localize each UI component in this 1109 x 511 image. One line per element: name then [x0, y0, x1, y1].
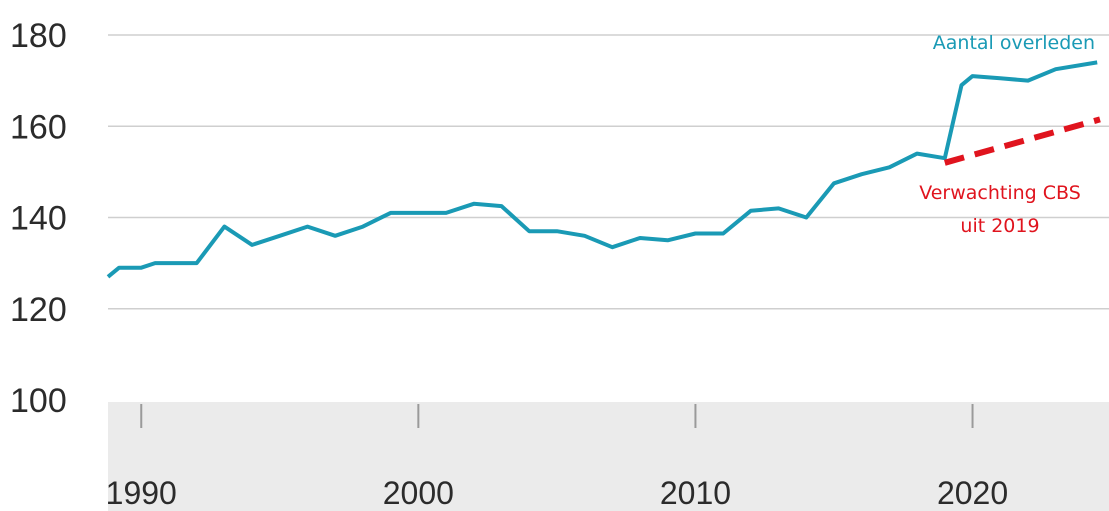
y-tick-label: 120 — [10, 291, 67, 329]
series-label-0: Aantal overleden — [933, 32, 1095, 54]
y-tick-label: 160 — [10, 108, 67, 146]
x-axis-band — [108, 402, 1109, 511]
x-tick-label: 2010 — [660, 475, 731, 511]
y-tick-label: 140 — [10, 200, 67, 238]
x-axis-labels: 1990 2000 2010 2020 — [106, 475, 1008, 511]
y-tick-label: 100 — [10, 382, 67, 420]
series-line-0 — [106, 60, 1098, 279]
series-label-1: Verwachting CBS — [919, 182, 1081, 204]
series-lines — [106, 60, 1101, 279]
x-tick-label: 1990 — [106, 475, 177, 511]
x-axis-ticks — [140, 404, 974, 428]
y-axis-labels: 100 120 140 160 180 — [10, 17, 67, 420]
y-tick-label: 180 — [10, 17, 67, 55]
gridlines — [108, 34, 1109, 310]
x-tick-label: 2000 — [383, 475, 454, 511]
series-label-1-line2: uit 2019 — [960, 215, 1039, 237]
series-labels: Aantal overleden Verwachting CBS uit 2019 — [919, 32, 1095, 237]
series-line-1 — [943, 116, 1101, 166]
x-tick-label: 2020 — [937, 475, 1008, 511]
